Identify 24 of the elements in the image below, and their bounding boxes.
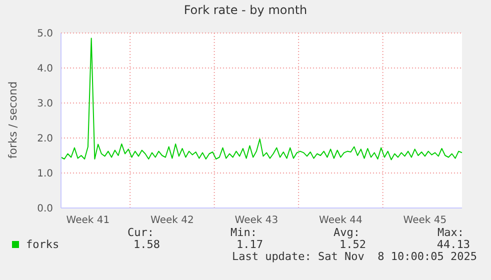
chart-title: Fork rate - by month [182, 3, 308, 17]
y-tick-label: 1.0 [37, 168, 53, 180]
text: 1.17 [236, 238, 263, 251]
x-tick-label: Week 45 [403, 215, 447, 226]
y-tick-label: 3.0 [37, 98, 53, 110]
text: Min: [230, 226, 257, 239]
text: Cur: [128, 226, 154, 239]
text: 1.58 [134, 238, 160, 251]
x-tick-label: Week 43 [234, 215, 278, 226]
x-tick-label: Week 41 [66, 215, 110, 226]
x-tick-label: Week 44 [319, 215, 362, 226]
text: Last update: Sat Nov 8 10:00:05 2025 [232, 250, 477, 263]
text: 44.13 [436, 238, 470, 251]
x-tick-label: Week 42 [150, 215, 194, 226]
text: 1.52 [340, 238, 366, 251]
y-axis-title: forks / second [6, 81, 20, 159]
text: Avg: [334, 226, 360, 239]
y-tick-label: 5.0 [37, 28, 53, 40]
y-tick-label: 4.0 [37, 64, 53, 75]
text: Max: [438, 226, 464, 239]
line-series [61, 38, 462, 160]
legend-label: forks [26, 238, 60, 251]
y-tick-label: 2.0 [37, 134, 53, 145]
y-tick-label: 0.0 [37, 204, 53, 215]
